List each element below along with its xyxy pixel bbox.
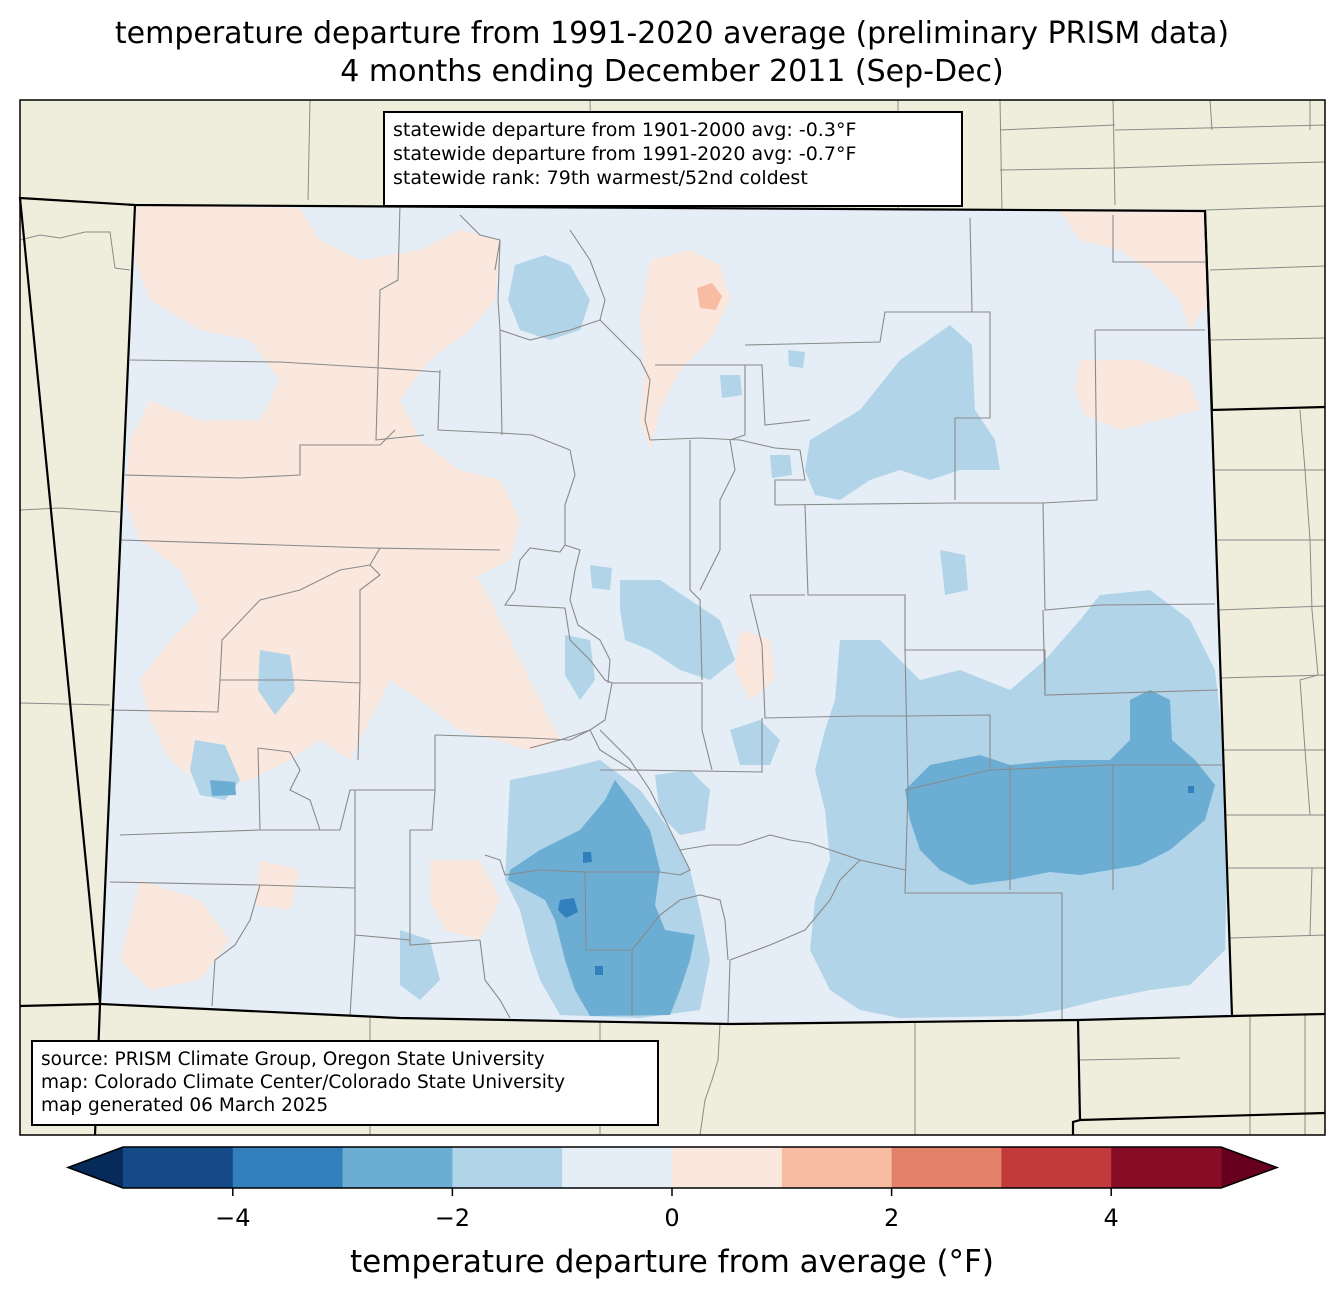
map-frame — [19, 99, 1326, 1136]
colorbar-tick-label: 4 — [1103, 1204, 1119, 1232]
county-boundaries — [109, 204, 1222, 1025]
colorbar-tick-label: 2 — [883, 1204, 900, 1232]
map-credit: map: Colorado Climate Center/Colorado St… — [41, 1072, 566, 1093]
statewide-rank: statewide rank: 79th warmest/52nd coldes… — [393, 167, 808, 189]
colorbar-bin-6 — [781, 1147, 893, 1188]
colorbar-bin-5 — [672, 1147, 783, 1188]
source-box: source: PRISM Climate Group, Oregon Stat… — [31, 1040, 659, 1126]
cool-anomaly-2-3 — [210, 690, 1215, 1016]
colorbar — [65, 1146, 1280, 1196]
map-title: temperature departure from 1991-2020 ave… — [114, 16, 1230, 51]
colorbar-bin-0 — [123, 1147, 234, 1188]
statewide-stats-box: statewide departure from 1901-2000 avg: … — [383, 111, 963, 207]
colorbar-bin-1 — [232, 1147, 344, 1188]
colorbar-label: temperature departure from average (°F) — [350, 1244, 994, 1280]
colorbar-over-arrow — [1221, 1147, 1277, 1188]
colorbar-outline — [65, 1146, 1280, 1189]
colorbar-tick-label: −4 — [215, 1204, 251, 1232]
colorbar-bin-8 — [1001, 1147, 1112, 1188]
colorbar-tick-label: −2 — [434, 1204, 471, 1232]
statewide-departure-1991-2020: statewide departure from 1991-2020 avg: … — [393, 143, 857, 165]
colorbar-bin-4 — [562, 1147, 673, 1188]
generated-date: map generated 06 March 2025 — [41, 1095, 329, 1116]
colorbar-bin-3 — [452, 1147, 563, 1188]
map-subtitle: 4 months ending December 2011 (Sep-Dec) — [340, 54, 1004, 89]
colorbar-bin-9 — [1111, 1147, 1222, 1188]
colorbar-bin-2 — [342, 1147, 453, 1188]
colorbar-bin-7 — [891, 1147, 1002, 1188]
warm-anomaly-1-2 — [697, 283, 722, 310]
warm-anomaly-0-1 — [120, 205, 1210, 990]
temperature-departure-contours — [120, 205, 1228, 1018]
statewide-departure-1901-2000: statewide departure from 1901-2000 avg: … — [393, 119, 857, 141]
cool-anomaly-3-4 — [558, 786, 1194, 975]
colorbar-tick-label: 0 — [664, 1204, 680, 1232]
colorbar-under-arrow — [68, 1147, 123, 1188]
source-credit: source: PRISM Climate Group, Oregon Stat… — [41, 1049, 545, 1070]
